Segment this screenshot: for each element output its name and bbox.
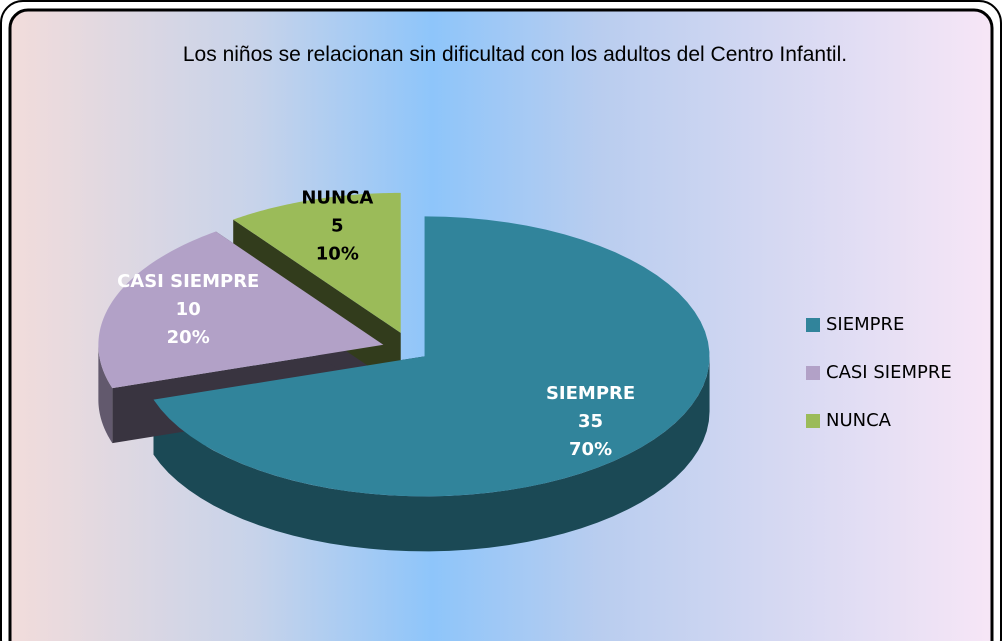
chart-title: Los niños se relacionan sin dificultad c… xyxy=(182,43,848,66)
slice-percent-label: 20% xyxy=(167,327,210,348)
slice-side xyxy=(153,356,710,552)
legend-label: NUNCA xyxy=(826,410,892,431)
slice-percent-label: 70% xyxy=(569,439,612,460)
slice-percent-label: 10% xyxy=(316,243,359,264)
slice-value-label: 10 xyxy=(176,299,201,320)
slice-category-label: NUNCA xyxy=(301,187,373,208)
slice-value-label: 5 xyxy=(331,215,344,236)
slice-value-label: 35 xyxy=(578,411,603,432)
legend-label: SIEMPRE xyxy=(826,314,904,335)
slice-category-label: SIEMPRE xyxy=(546,383,635,404)
slice xyxy=(153,216,710,497)
legend-label: CASI SIEMPRE xyxy=(826,362,952,383)
slice xyxy=(98,231,384,389)
slice-category-label: CASI SIEMPRE xyxy=(117,271,259,292)
legend-swatch xyxy=(806,366,820,380)
legend-swatch xyxy=(806,318,820,332)
legend: SIEMPRE CASI SIEMPRE NUNCA xyxy=(806,314,952,431)
slice-side xyxy=(98,344,113,444)
legend-swatch xyxy=(806,414,820,428)
pie: SIEMPRE 35 70% CASI SIEMPRE 10 20% NUNCA 5 10% xyxy=(98,187,710,552)
slice xyxy=(233,192,401,333)
